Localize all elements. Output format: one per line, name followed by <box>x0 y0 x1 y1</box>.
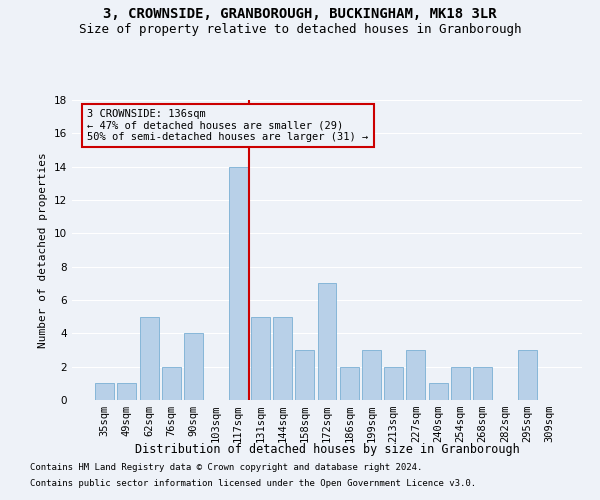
Text: Contains HM Land Registry data © Crown copyright and database right 2024.: Contains HM Land Registry data © Crown c… <box>30 464 422 472</box>
Text: Contains public sector information licensed under the Open Government Licence v3: Contains public sector information licen… <box>30 478 476 488</box>
Bar <box>473 366 492 400</box>
Bar <box>317 284 337 400</box>
Bar <box>406 350 425 400</box>
Bar <box>429 384 448 400</box>
Bar <box>451 366 470 400</box>
Bar <box>362 350 381 400</box>
Bar <box>384 366 403 400</box>
Bar <box>229 166 248 400</box>
Bar <box>162 366 181 400</box>
Bar <box>140 316 158 400</box>
Bar <box>251 316 270 400</box>
Bar <box>95 384 114 400</box>
Bar <box>518 350 536 400</box>
Text: 3 CROWNSIDE: 136sqm
← 47% of detached houses are smaller (29)
50% of semi-detach: 3 CROWNSIDE: 136sqm ← 47% of detached ho… <box>88 109 368 142</box>
Text: Distribution of detached houses by size in Granborough: Distribution of detached houses by size … <box>134 442 520 456</box>
Text: 3, CROWNSIDE, GRANBOROUGH, BUCKINGHAM, MK18 3LR: 3, CROWNSIDE, GRANBOROUGH, BUCKINGHAM, M… <box>103 8 497 22</box>
Bar <box>184 334 203 400</box>
Bar <box>118 384 136 400</box>
Bar <box>295 350 314 400</box>
Text: Size of property relative to detached houses in Granborough: Size of property relative to detached ho… <box>79 22 521 36</box>
Bar <box>340 366 359 400</box>
Bar <box>273 316 292 400</box>
Y-axis label: Number of detached properties: Number of detached properties <box>38 152 49 348</box>
